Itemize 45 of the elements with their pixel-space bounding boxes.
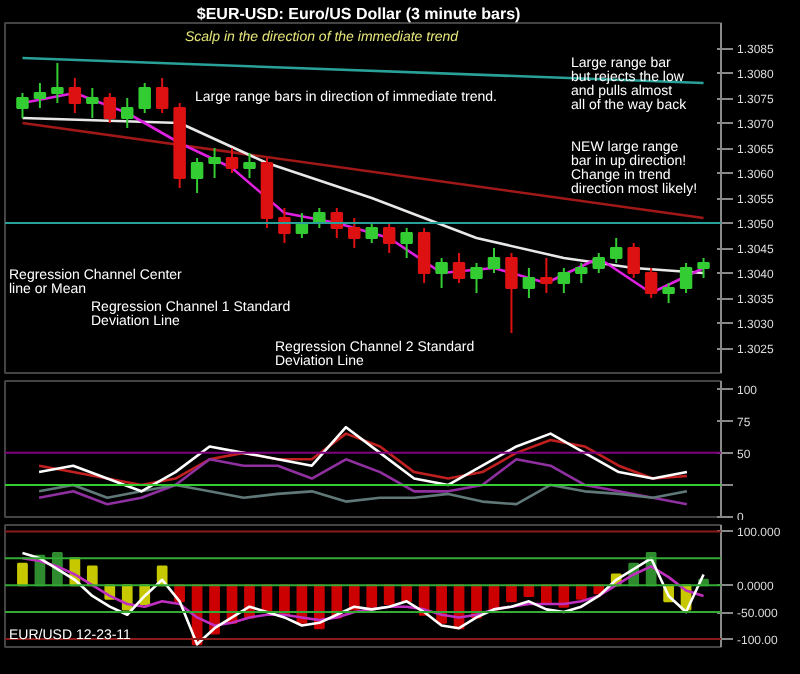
candlestick [86,87,99,119]
bar [17,562,28,587]
candlestick [243,152,256,179]
candlestick [609,237,623,264]
candlestick [103,92,117,124]
candlestick [452,252,466,284]
bar [575,584,587,600]
candlestick [592,252,605,274]
candlestick [348,217,361,249]
candlestick [208,147,221,179]
candlestick [417,227,431,284]
bar [383,584,395,605]
candlestick [155,77,169,114]
candlestick [121,97,134,129]
line-series [21,557,705,627]
candlestick [522,267,536,299]
candlestick [644,267,658,299]
candlestick [487,247,501,274]
bar [366,584,378,608]
candlestick [627,242,640,279]
candlestick [540,257,553,294]
candlestick [16,92,29,119]
candlestick [382,222,396,254]
candlestick [278,207,291,244]
candlestick [679,262,693,294]
candlestick [400,227,413,259]
chart-title: $EUR-USD: Euro/US Dollar (3 minute bars) [196,5,522,23]
candlestick [470,262,483,294]
candlestick [138,82,151,114]
candlestick [435,257,448,289]
candlestick [190,157,204,194]
candlestick [51,62,64,104]
candlestick [662,282,675,304]
candlestick [225,147,239,174]
candlestick [697,257,710,279]
line-series [37,457,689,506]
candlestick [557,267,571,294]
candlestick [33,82,47,109]
candlestick [575,262,588,284]
candlestick [505,252,518,334]
candlestick [68,77,82,114]
bar [86,565,98,587]
line-series [37,483,689,506]
candlestick [365,222,378,244]
bar [506,584,517,603]
